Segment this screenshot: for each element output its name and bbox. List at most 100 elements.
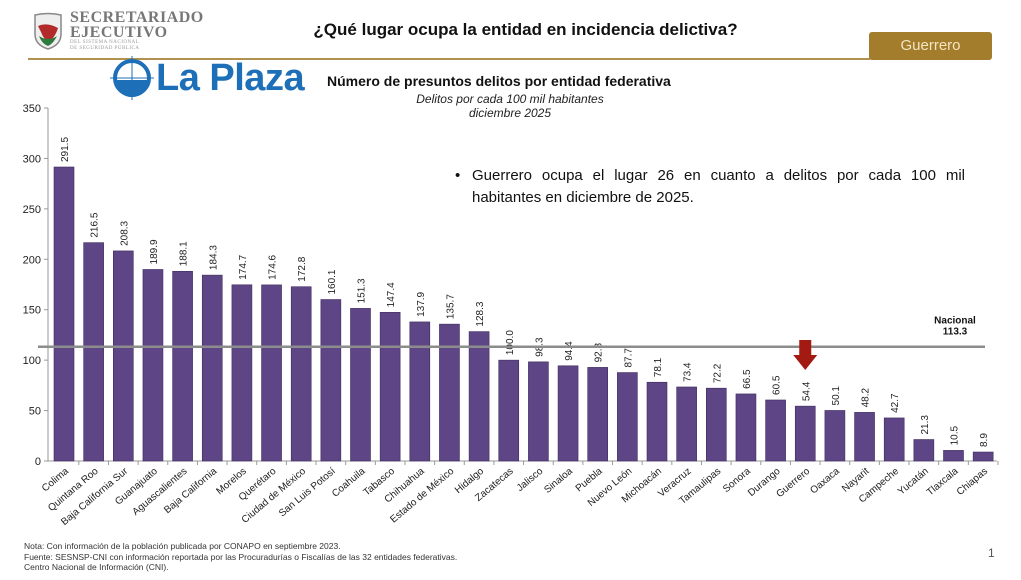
- x-tick-label: Guerrero: [774, 466, 812, 500]
- data-label: 50.1: [831, 386, 842, 406]
- bar: [439, 323, 460, 462]
- state-button[interactable]: Guerrero: [869, 32, 992, 60]
- bar: [765, 399, 786, 462]
- bar: [142, 269, 164, 462]
- note-line: Nota: Con información de la población pu…: [24, 541, 341, 551]
- data-label: 72.2: [712, 363, 723, 383]
- data-label: 184.3: [208, 245, 219, 270]
- data-label: 172.8: [297, 256, 308, 281]
- y-tick-label: 50: [29, 406, 41, 418]
- reference-value: 113.3: [943, 327, 968, 338]
- bar: [201, 274, 223, 462]
- data-label: 147.4: [386, 282, 397, 307]
- bar: [261, 284, 282, 462]
- note-line: Fuente: SESNSP-CNI con información repor…: [24, 551, 458, 562]
- data-label: 208.3: [119, 220, 130, 245]
- chart-subtitle: Delitos por cada 100 mil habitantes dici…: [380, 92, 640, 120]
- data-label: 21.3: [920, 415, 931, 435]
- note-line: Centro Nacional de Información (CNI).: [24, 562, 169, 572]
- y-tick-label: 300: [23, 153, 41, 165]
- data-label: 87.7: [623, 348, 634, 368]
- x-tick-label: Oaxaca: [808, 466, 842, 497]
- bar: [854, 412, 875, 462]
- bar: [617, 372, 638, 462]
- data-label: 174.7: [238, 254, 249, 279]
- x-tick-label: Chiapas: [955, 466, 990, 498]
- shield-icon: [34, 12, 62, 50]
- watermark-text: La Plaza: [156, 57, 305, 99]
- bar: [646, 381, 668, 462]
- x-tick-label: Tlaxcala: [925, 466, 961, 499]
- bar: [409, 321, 431, 462]
- data-label: 100.0: [505, 330, 516, 355]
- org-name: SECRETARIADO EJECUTIVO DEL SISTEMA NACIO…: [70, 10, 204, 52]
- bar: [172, 270, 193, 462]
- y-tick-label: 100: [23, 355, 41, 367]
- chart-title: Número de presuntos delitos por entidad …: [327, 73, 671, 89]
- page-number: 1: [988, 546, 995, 560]
- reference-label: Nacional: [934, 316, 976, 327]
- bar: [498, 359, 520, 462]
- data-label: 291.5: [60, 137, 71, 162]
- bar: [705, 387, 727, 462]
- y-tick-label: 350: [23, 103, 41, 115]
- y-tick-label: 250: [23, 204, 41, 216]
- bullet-icon: •: [455, 167, 461, 184]
- data-label: 54.4: [801, 381, 812, 401]
- x-tick-label: Yucatán: [896, 466, 931, 498]
- arrow-down-icon: [793, 340, 818, 370]
- data-label: 66.5: [742, 369, 753, 389]
- data-label: 10.5: [950, 426, 961, 446]
- org-logo: [33, 12, 63, 50]
- x-tick-label: Sinaloa: [542, 466, 575, 496]
- bar: [83, 242, 104, 462]
- page-title: ¿Qué lugar ocupa la entidad en incidenci…: [313, 20, 738, 39]
- bar: [676, 386, 697, 462]
- data-label: 42.7: [890, 393, 901, 413]
- bar: [883, 417, 905, 462]
- x-tick-label: Baja California: [162, 466, 219, 517]
- data-label: 189.9: [149, 239, 160, 264]
- y-tick-label: 150: [23, 305, 41, 317]
- data-label: 216.5: [90, 212, 101, 237]
- bar: [735, 393, 757, 462]
- bar: [379, 312, 401, 462]
- data-label: 92.8: [594, 343, 605, 363]
- data-label: 78.1: [653, 357, 664, 377]
- x-tick-label: Jalisco: [515, 466, 546, 494]
- bar: [231, 284, 253, 462]
- y-tick-label: 200: [23, 254, 41, 266]
- data-label: 8.9: [979, 433, 990, 447]
- header-divider: [28, 58, 870, 60]
- bar: [913, 439, 935, 462]
- data-label: 94.4: [564, 341, 575, 361]
- bar: [350, 308, 371, 462]
- org-line: DE SEGURIDAD PÚBLICA: [70, 46, 140, 51]
- bar: [794, 405, 816, 462]
- footnotes: Nota: Con información de la población pu…: [24, 541, 457, 573]
- bar: [943, 450, 964, 462]
- bar: [557, 365, 579, 462]
- bar: [468, 331, 490, 462]
- bar: [320, 299, 342, 462]
- y-tick-label: 0: [35, 456, 41, 468]
- data-label: 48.2: [861, 387, 872, 407]
- insight-text: Guerrero ocupa el lugar 26 en cuanto a d…: [472, 167, 965, 206]
- bar: [53, 166, 75, 462]
- bar: [113, 250, 134, 462]
- x-tick-label: Coahuila: [330, 466, 368, 500]
- org-line: EJECUTIVO: [70, 24, 168, 41]
- data-label: 188.1: [179, 241, 190, 266]
- org-line: SECRETARIADO: [70, 9, 204, 26]
- data-label: 137.9: [416, 291, 427, 316]
- insight-bullet: • Guerrero ocupa el lugar 26 en cuanto a…: [455, 165, 965, 209]
- data-label: 160.1: [327, 269, 338, 294]
- subtitle-line: Delitos por cada 100 mil habitantes: [416, 92, 604, 106]
- data-label: 151.3: [357, 278, 368, 303]
- subtitle-line: diciembre 2025: [468, 106, 552, 120]
- bar: [972, 451, 994, 462]
- org-line: DEL SISTEMA NACIONAL: [70, 40, 140, 45]
- bar: [290, 286, 312, 462]
- data-label: 135.7: [445, 294, 456, 319]
